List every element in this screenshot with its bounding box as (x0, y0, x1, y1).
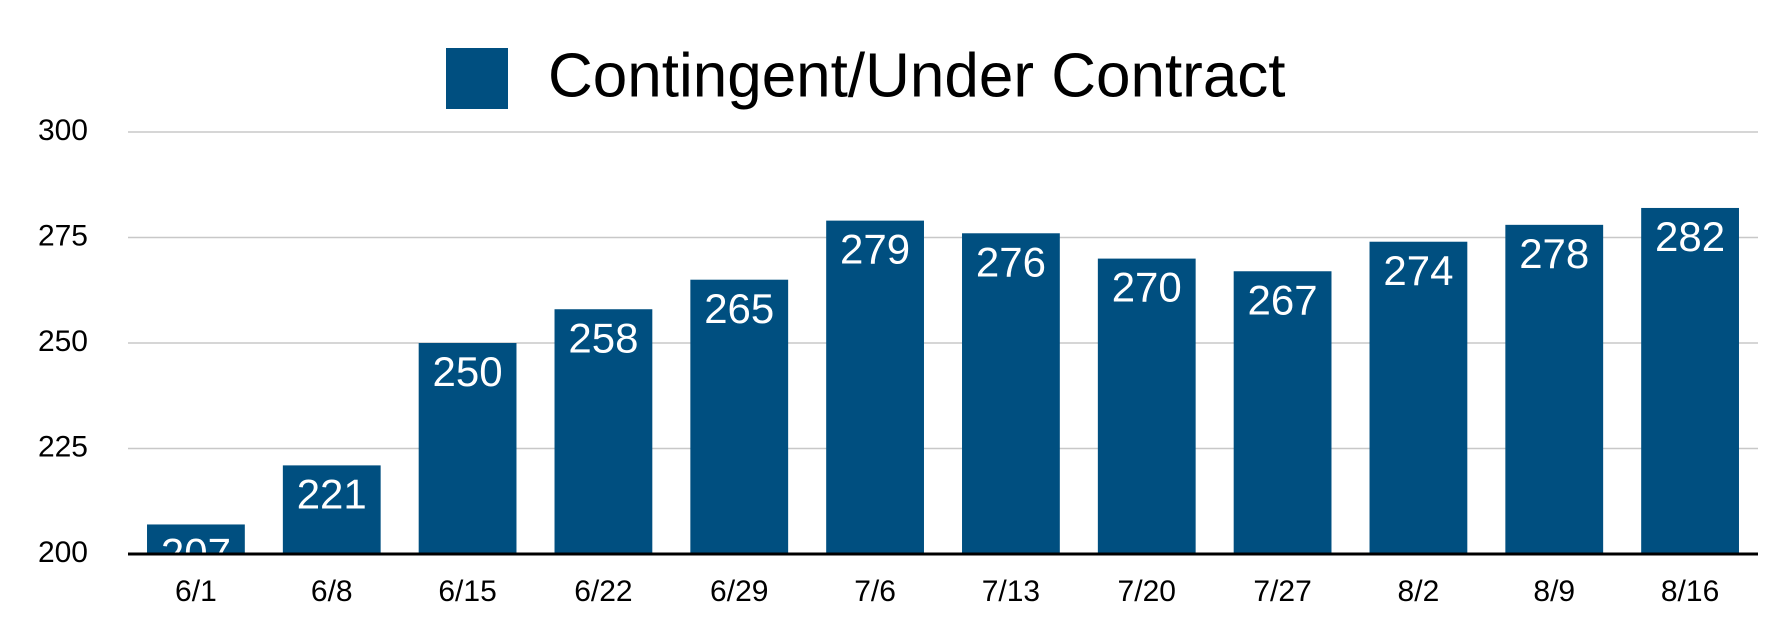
bar (1097, 258, 1196, 554)
legend-swatch (446, 48, 508, 109)
y-tick-label: 250 (38, 325, 88, 358)
y-tick-label: 225 (38, 430, 88, 463)
x-tick-label: 8/16 (1661, 575, 1719, 608)
x-tick-label: 7/27 (1253, 575, 1311, 608)
bar (962, 233, 1060, 554)
value-label: 279 (840, 226, 910, 273)
bar (147, 524, 245, 554)
bar (1233, 271, 1332, 554)
value-label: 282 (1655, 213, 1725, 260)
value-label: 265 (704, 285, 774, 332)
value-label: 270 (1112, 264, 1182, 311)
value-label: 278 (1519, 230, 1589, 277)
y-tick-label: 275 (38, 219, 88, 252)
x-tick-label: 6/29 (710, 575, 768, 608)
x-tick-label: 7/6 (854, 575, 896, 608)
y-tick-label: 200 (38, 536, 88, 569)
bar (1505, 224, 1604, 554)
y-tick-label: 300 (38, 114, 88, 147)
bar (282, 465, 381, 554)
value-label: 250 (433, 348, 503, 395)
bar (1369, 241, 1468, 554)
bar (690, 279, 789, 554)
x-tick-label: 7/13 (982, 575, 1040, 608)
x-tick-label: 6/1 (175, 575, 217, 608)
x-tick-label: 6/15 (438, 575, 496, 608)
x-tick-label: 7/20 (1118, 575, 1176, 608)
value-label: 258 (568, 314, 638, 361)
value-label: 221 (297, 470, 367, 517)
value-label: 274 (1383, 247, 1453, 294)
bar (418, 343, 517, 554)
value-label: 267 (1248, 276, 1318, 323)
x-tick-label: 8/2 (1398, 575, 1440, 608)
bar (826, 220, 924, 554)
value-label: 276 (976, 238, 1046, 285)
x-tick-label: 6/22 (574, 575, 632, 608)
x-tick-label: 8/9 (1533, 575, 1575, 608)
x-tick-label: 6/8 (311, 575, 353, 608)
value-label: 207 (161, 530, 231, 577)
bar (1641, 207, 1739, 554)
legend-label: Contingent/Under Contract (548, 41, 1286, 110)
bar (554, 309, 653, 554)
